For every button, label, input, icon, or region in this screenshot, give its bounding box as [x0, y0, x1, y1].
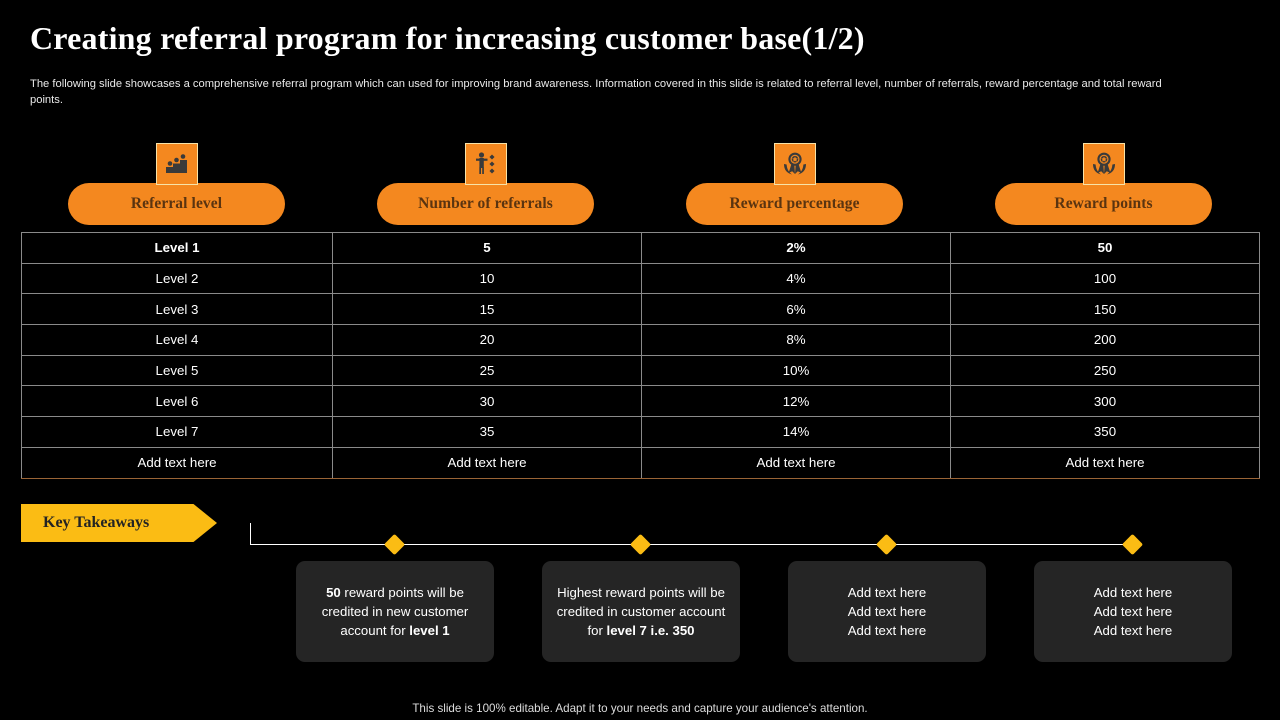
slide-footer-note: This slide is 100% editable. Adapt it to…	[412, 702, 868, 715]
connector-diamond-2	[629, 533, 652, 556]
table-row: Level 7 35 14% 350	[21, 416, 1260, 448]
table-row: Level 1 5 2% 50	[21, 232, 1260, 264]
table-cell: 2%	[641, 232, 951, 264]
takeaway-emphasis: level 7 i.e. 350	[606, 623, 695, 638]
takeaway-card-2[interactable]: Highest reward points will be credited i…	[542, 561, 740, 662]
table-cell: 35	[332, 416, 642, 448]
table-cell: Level 7	[21, 416, 333, 448]
table-cell: Level 2	[21, 262, 333, 295]
table-cell: 100	[950, 262, 1260, 295]
column-badge-label: Number of referrals	[418, 195, 553, 212]
table-cell: 4%	[641, 262, 951, 295]
column-badge-3[interactable]: Reward percentage	[686, 143, 903, 225]
takeaway-plain: Highest reward points will be credited i…	[556, 585, 726, 638]
table-cell: Level 4	[21, 324, 333, 356]
slide-subtitle: The following slide showcases a comprehe…	[30, 78, 1162, 106]
table-cell: Level 6	[21, 385, 333, 418]
takeaway-card-3[interactable]: Add text here Add text here Add text here	[788, 561, 986, 662]
table-cell: 10%	[641, 354, 951, 387]
table-cell: 300	[950, 385, 1260, 418]
key-takeaways-banner: Key Takeaways	[21, 504, 217, 542]
table-cell: Add text here	[950, 446, 1260, 479]
takeaway-plain: reward points will be credited in new cu…	[321, 585, 469, 638]
column-badges: Referral level Number of referrals Reward …	[0, 143, 1280, 233]
table-row: Level 4 20 8% 200	[21, 324, 1260, 356]
table-cell: 14%	[641, 416, 951, 448]
table-row: Level 2 10 4% 100	[21, 262, 1260, 295]
column-badge-label: Referral level	[130, 195, 223, 212]
takeaway-card-4[interactable]: Add text here Add text here Add text here	[1034, 561, 1232, 662]
person-referral-icon	[464, 143, 507, 185]
stairs-people-icon	[155, 143, 198, 185]
award-medal-icon	[773, 143, 816, 185]
table-cell: Level 1	[21, 232, 333, 264]
table-cell: 150	[950, 293, 1260, 326]
table-cell: 15	[332, 293, 642, 326]
table-cell: 10	[332, 262, 642, 295]
connector-diamond-1	[383, 533, 406, 556]
connector-vertical-line	[250, 523, 251, 545]
takeaway-emphasis: 50	[326, 585, 341, 600]
column-badge-pill[interactable]: Referral level	[68, 183, 285, 225]
takeaway-plain: Add text here Add text here Add text here	[1093, 585, 1173, 638]
takeaway-plain: Add text here Add text here Add text here	[847, 585, 927, 638]
table-cell: 12%	[641, 385, 951, 418]
takeaway-card-1[interactable]: 50 reward points will be credited in new…	[296, 561, 494, 662]
table-row: Add text here Add text here Add text here A…	[21, 446, 1260, 479]
column-badge-1[interactable]: Referral level	[68, 143, 285, 225]
takeaway-card-text: Highest reward points will be credited i…	[556, 583, 726, 640]
table-row: Level 6 30 12% 300	[21, 385, 1260, 418]
table-cell: 20	[332, 324, 642, 356]
column-badge-label: Reward points	[1054, 195, 1153, 212]
award-medal-icon	[1082, 143, 1125, 185]
page-title: Creating referral program for increasing…	[30, 20, 865, 56]
takeaway-card-text: 50 reward points will be credited in new…	[310, 583, 480, 640]
table-cell: Add text here	[641, 446, 951, 479]
table-cell: 200	[950, 324, 1260, 356]
table-row: Level 5 25 10% 250	[21, 354, 1260, 387]
table-cell: 6%	[641, 293, 951, 326]
column-badge-pill[interactable]: Reward points	[995, 183, 1212, 225]
table-cell: 350	[950, 416, 1260, 448]
table-row: Level 3 15 6% 150	[21, 293, 1260, 326]
table-cell: 5	[332, 232, 642, 264]
table-cell: Level 3	[21, 293, 333, 326]
table-cell: Add text here	[332, 446, 642, 479]
table-cell: 50	[950, 232, 1260, 264]
connector-diamond-3	[875, 533, 898, 556]
connector-diamond-4	[1121, 533, 1144, 556]
column-badge-pill[interactable]: Reward percentage	[686, 183, 903, 225]
column-badge-4[interactable]: Reward points	[995, 143, 1212, 225]
table-cell: Add text here	[21, 446, 333, 479]
table-cell: 30	[332, 385, 642, 418]
takeaway-emphasis: level 1	[409, 623, 450, 638]
table-cell: 250	[950, 354, 1260, 387]
takeaway-card-text: Add text here Add text here Add text here	[1094, 583, 1172, 640]
takeaway-card-text: Add text here Add text here Add text here	[848, 583, 926, 640]
column-badge-2[interactable]: Number of referrals	[377, 143, 594, 225]
table-cell: 25	[332, 354, 642, 387]
table-cell: Level 5	[21, 354, 333, 387]
connector-horizontal-line	[250, 544, 1137, 545]
table-cell: 8%	[641, 324, 951, 356]
key-takeaways-label: Key Takeaways	[43, 514, 150, 531]
referral-program-table: Level 1 5 2% 50 Level 2 10 4% 100 Level 3 15 6% 150…	[21, 232, 1260, 479]
table-body: Level 1 5 2% 50 Level 2 10 4% 100 Level 3 15 6% 150…	[21, 232, 1260, 479]
column-badge-pill[interactable]: Number of referrals	[377, 183, 594, 225]
column-badge-label: Reward percentage	[729, 195, 860, 212]
